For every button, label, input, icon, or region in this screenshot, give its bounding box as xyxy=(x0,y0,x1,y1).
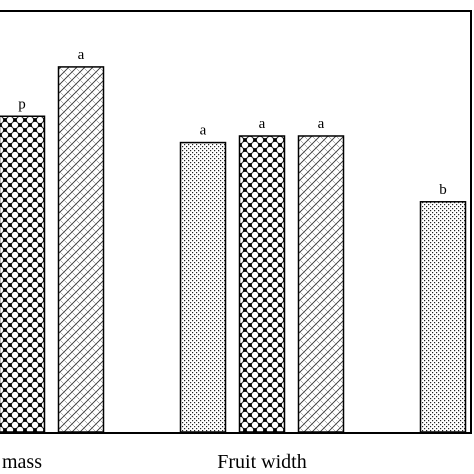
bar-1-0 xyxy=(0,115,46,433)
bar-2-1 xyxy=(297,135,345,433)
bar-1-1 xyxy=(238,135,286,433)
bar-0-1 xyxy=(179,141,227,433)
significance-letter: p xyxy=(18,96,26,112)
significance-letter: b xyxy=(439,182,447,198)
significance-letter: a xyxy=(200,123,207,139)
significance-letters-layer: a b p a a a xyxy=(18,47,447,198)
bars-layer xyxy=(0,66,467,433)
significance-letter: a xyxy=(78,47,85,63)
significance-letter: a xyxy=(318,116,325,132)
bar-0-2 xyxy=(419,201,467,433)
plot-frame xyxy=(0,10,472,434)
x-tick-label: Fruit width xyxy=(217,451,306,473)
significance-letter: a xyxy=(259,116,266,132)
bar-2-0 xyxy=(57,66,105,433)
x-tick-label: mass xyxy=(2,451,42,473)
